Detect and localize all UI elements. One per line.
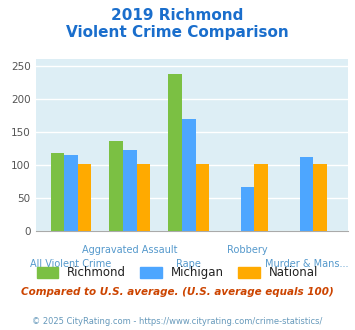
Bar (78, 164, 91, 231)
Bar (50, 153, 64, 231)
Bar (64, 155, 78, 231)
Bar (196, 164, 209, 231)
Text: Rape: Rape (176, 259, 201, 269)
Bar (313, 164, 327, 231)
Text: © 2025 CityRating.com - https://www.cityrating.com/crime-statistics/: © 2025 CityRating.com - https://www.city… (32, 317, 323, 326)
Bar (109, 141, 123, 231)
Text: Compared to U.S. average. (U.S. average equals 100): Compared to U.S. average. (U.S. average … (21, 287, 334, 297)
Text: Violent Crime Comparison: Violent Crime Comparison (66, 25, 289, 40)
Legend: Richmond, Michigan, National: Richmond, Michigan, National (32, 262, 323, 284)
Bar (168, 74, 182, 231)
Bar (241, 187, 255, 231)
Bar (255, 164, 268, 231)
Text: Robbery: Robbery (228, 245, 268, 255)
Bar (137, 164, 150, 231)
Bar (300, 157, 313, 231)
Text: 2019 Richmond: 2019 Richmond (111, 8, 244, 23)
Text: Aggravated Assault: Aggravated Assault (82, 245, 178, 255)
Text: Murder & Mans...: Murder & Mans... (265, 259, 348, 269)
Bar (182, 119, 196, 231)
Bar (123, 150, 137, 231)
Text: All Violent Crime: All Violent Crime (30, 259, 111, 269)
